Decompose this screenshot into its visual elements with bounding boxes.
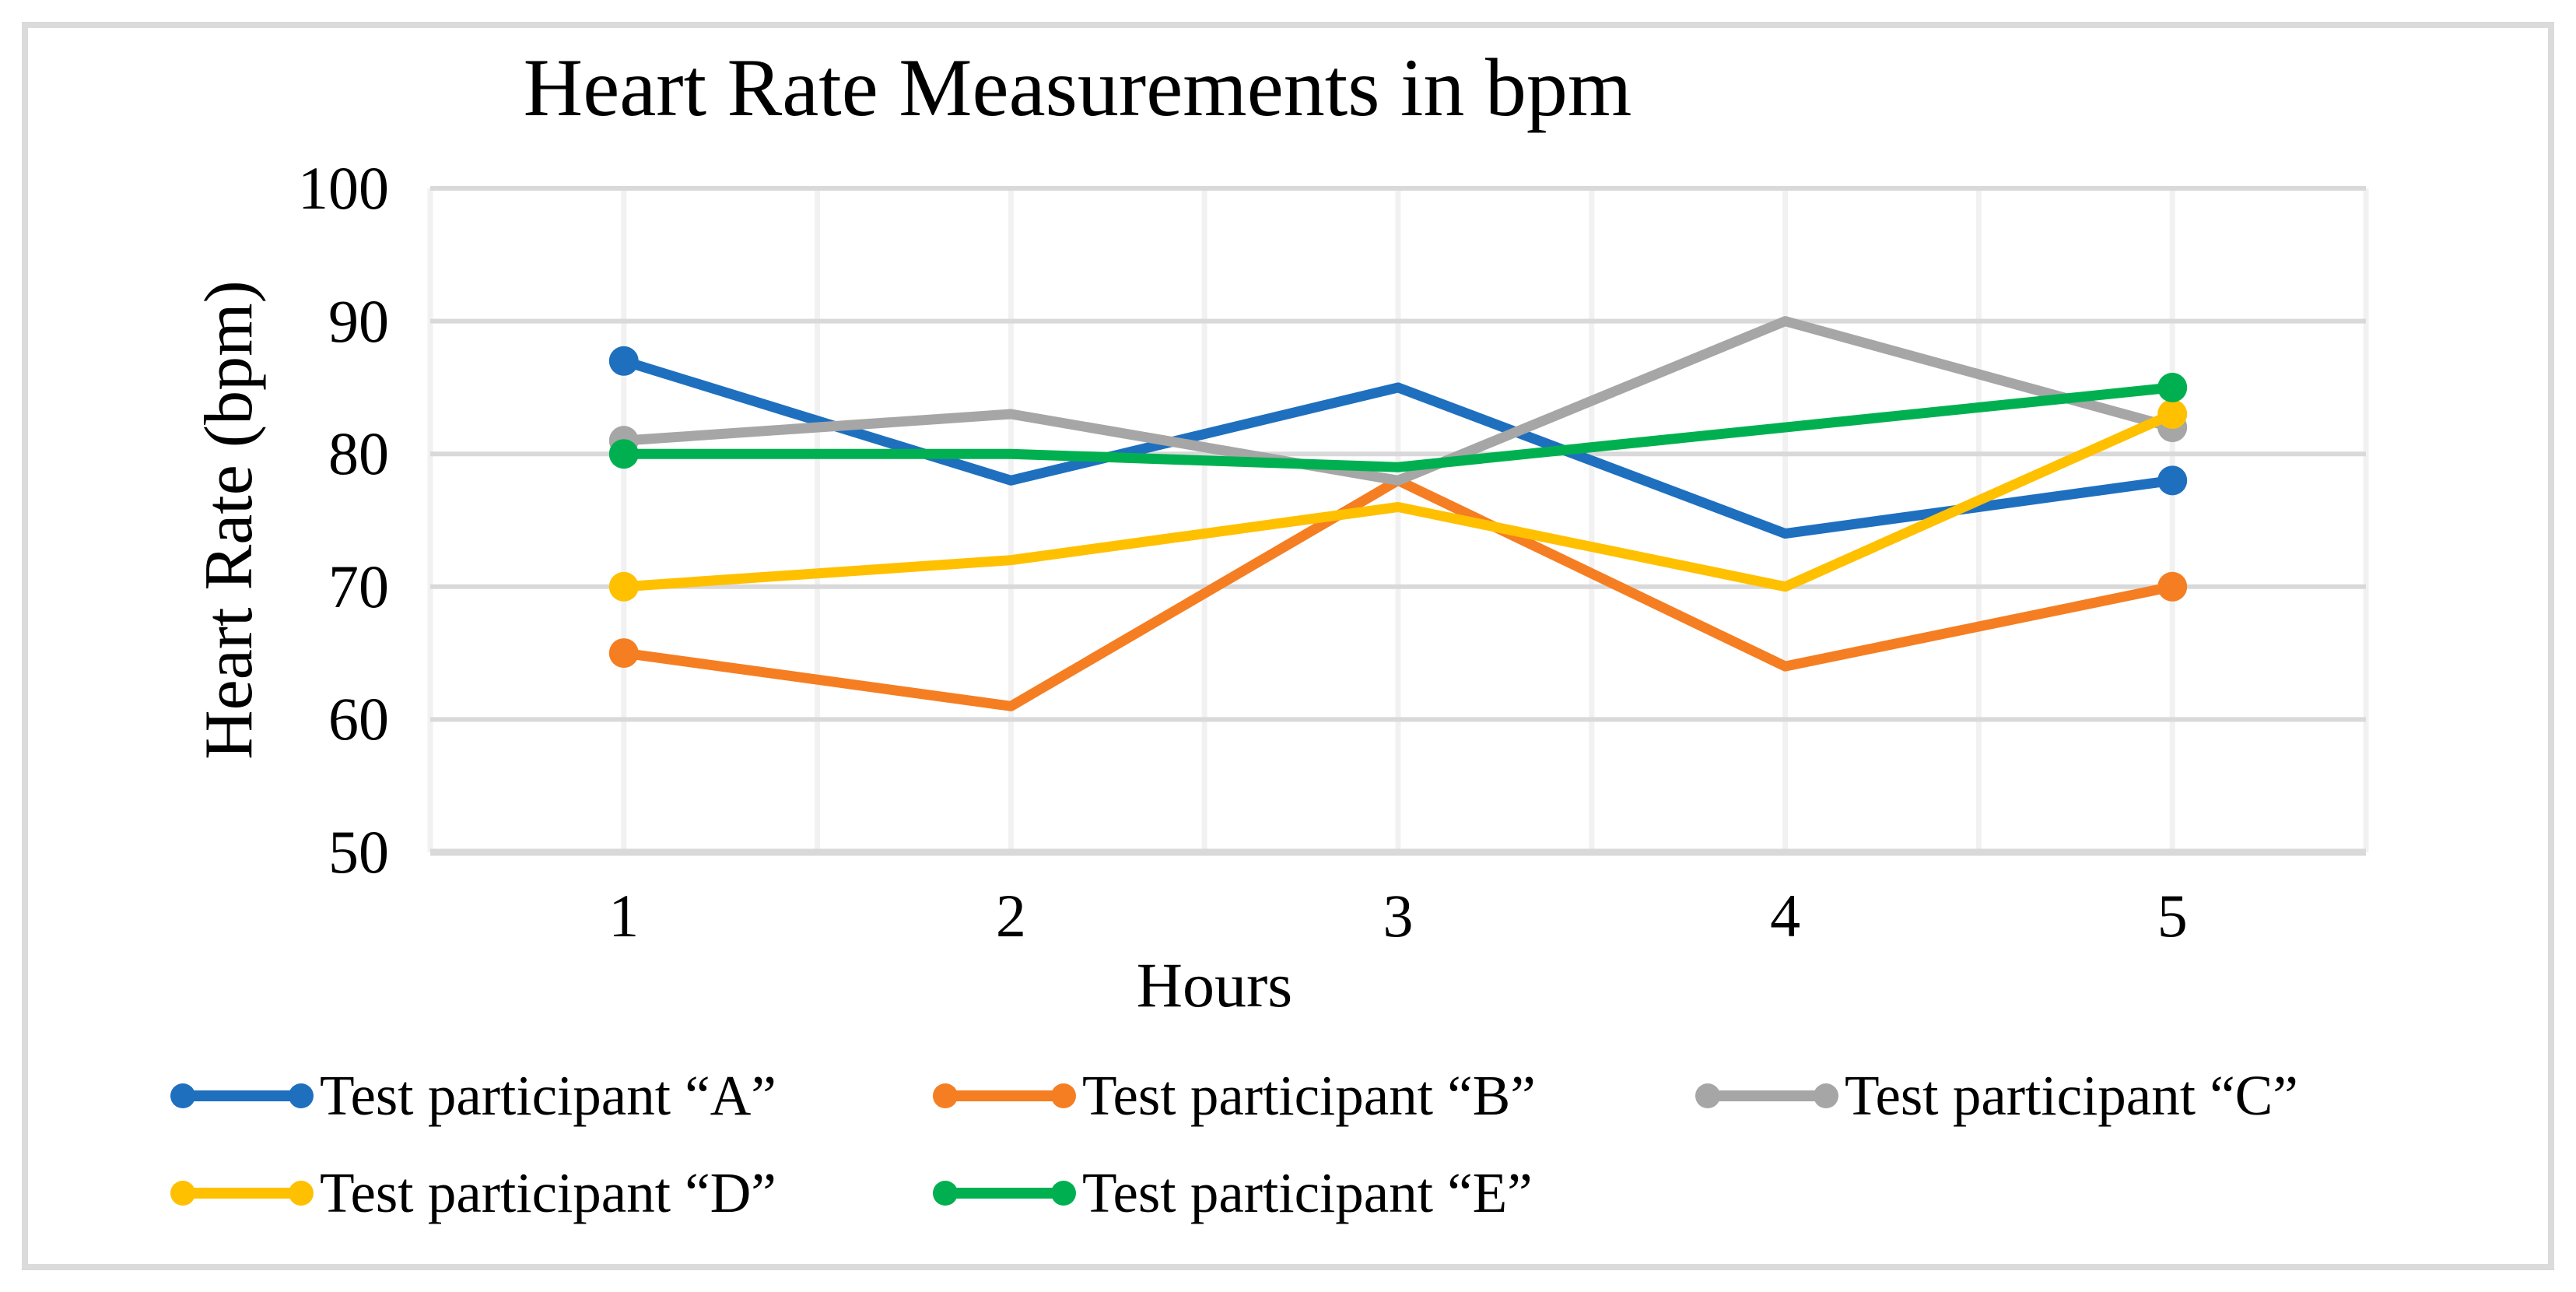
x-axis-title: Hours <box>1136 950 1293 1020</box>
series-endpoint-marker <box>2157 465 2188 496</box>
series-line-0 <box>619 356 2178 539</box>
series-line-2 <box>619 316 2178 486</box>
legend-label: Test participant “B” <box>1082 1064 1536 1127</box>
y-tick-label: 80 <box>328 420 389 488</box>
legend-item-3: Test participant “D” <box>167 1150 776 1236</box>
legend-label: Test participant “A” <box>320 1064 776 1127</box>
legend-marker-icon <box>170 1083 314 1108</box>
legend-marker-icon <box>1695 1083 1838 1108</box>
legend-marker-icon <box>933 1181 1076 1206</box>
y-tick-label: 50 <box>328 818 389 886</box>
x-tick-label: 4 <box>1770 882 1801 950</box>
legend-item-2: Test participant “C” <box>1692 1053 2298 1139</box>
series-endpoint-marker <box>2157 372 2188 402</box>
x-tick-label: 5 <box>2157 882 2188 950</box>
x-tick-label: 2 <box>995 882 1026 950</box>
legend-label: Test participant “D” <box>320 1161 776 1224</box>
series-endpoint-marker <box>608 638 639 669</box>
series-line-4 <box>619 382 2178 472</box>
legend-label: Test participant “E” <box>1082 1161 1533 1224</box>
x-tick-label: 1 <box>608 882 640 950</box>
legend-item-0: Test participant “A” <box>167 1053 776 1139</box>
plot-area <box>427 186 2369 856</box>
legend-item-1: Test participant “B” <box>930 1053 1536 1139</box>
series-endpoint-marker <box>2157 399 2188 430</box>
y-tick-label: 100 <box>298 154 389 222</box>
chart-border-frame <box>22 22 2554 1270</box>
series-line-3 <box>619 409 2178 592</box>
chart-title: Heart Rate Measurements in bpm <box>523 42 1632 133</box>
series-endpoint-marker <box>608 346 639 376</box>
y-axis-title: Heart Rate (bpm) <box>191 280 267 760</box>
legend-item-4: Test participant “E” <box>930 1150 1533 1236</box>
series-endpoint-marker <box>608 571 639 602</box>
y-tick-label: 60 <box>328 685 389 753</box>
series-endpoint-marker <box>2157 571 2188 602</box>
y-tick-label: 90 <box>328 286 389 355</box>
legend-label: Test participant “C” <box>1845 1064 2298 1127</box>
legend-marker-icon <box>170 1181 314 1206</box>
y-tick-label: 70 <box>328 552 389 620</box>
x-tick-label: 3 <box>1383 882 1414 950</box>
series-endpoint-marker <box>608 439 639 469</box>
legend-marker-icon <box>933 1083 1076 1108</box>
